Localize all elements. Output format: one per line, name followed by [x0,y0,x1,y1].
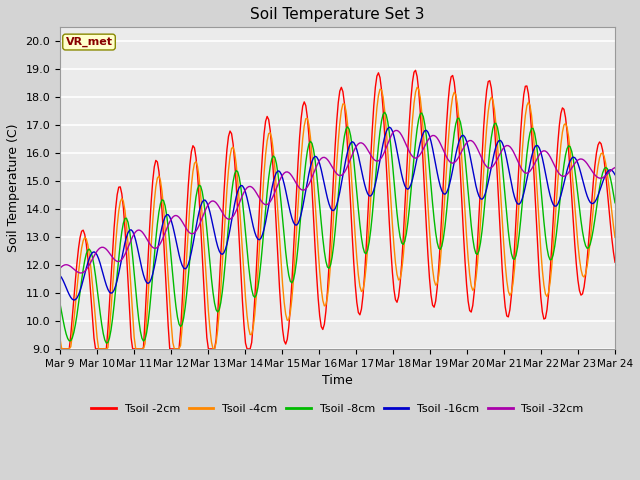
Text: VR_met: VR_met [65,37,113,47]
X-axis label: Time: Time [322,374,353,387]
Title: Soil Temperature Set 3: Soil Temperature Set 3 [250,7,425,22]
Legend: Tsoil -2cm, Tsoil -4cm, Tsoil -8cm, Tsoil -16cm, Tsoil -32cm: Tsoil -2cm, Tsoil -4cm, Tsoil -8cm, Tsoi… [87,399,588,419]
Y-axis label: Soil Temperature (C): Soil Temperature (C) [7,124,20,252]
